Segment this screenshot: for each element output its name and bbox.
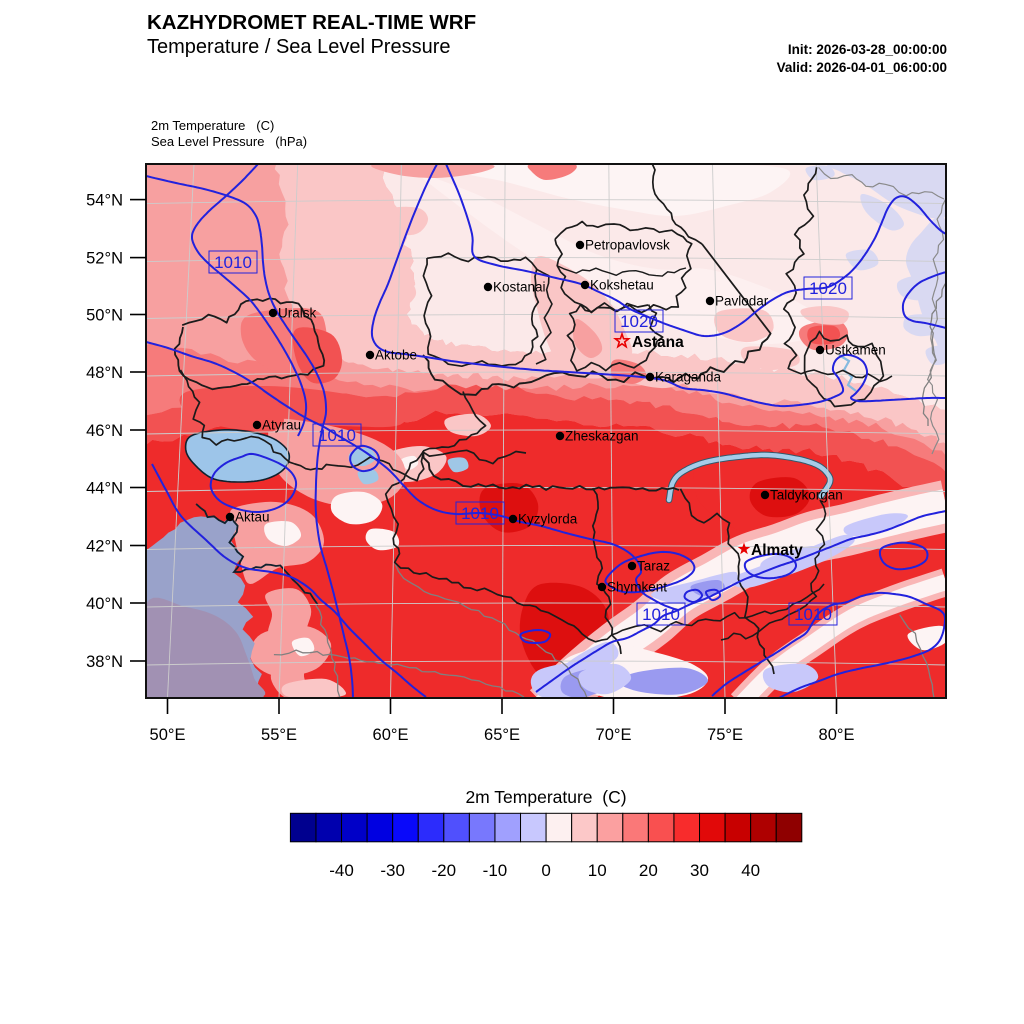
svg-text:1010: 1010 [461,504,499,523]
svg-text:20: 20 [639,861,658,880]
svg-text:54°N: 54°N [86,192,123,210]
svg-text:30: 30 [690,861,709,880]
svg-text:1020: 1020 [809,279,847,298]
svg-text:Uralsk: Uralsk [278,306,317,321]
svg-text:1020: 1020 [620,312,658,331]
svg-text:38°N: 38°N [86,653,123,671]
svg-text:Sea Level Pressure (hPa): Sea Level Pressure (hPa) [151,134,307,149]
svg-text:2m Temperature (C): 2m Temperature (C) [151,118,274,133]
svg-text:55°E: 55°E [261,726,297,744]
svg-text:Aktobe: Aktobe [375,348,417,363]
svg-text:-30: -30 [380,861,405,880]
svg-text:Pavlodar: Pavlodar [715,294,769,309]
svg-text:Kyzylorda: Kyzylorda [518,512,578,527]
svg-text:Taraz: Taraz [637,559,670,574]
svg-text:Kokshetau: Kokshetau [590,278,654,293]
svg-text:Ustkamen: Ustkamen [825,343,886,358]
svg-text:Taldykorgan: Taldykorgan [770,488,843,503]
svg-text:10: 10 [588,861,607,880]
svg-text:Init: 2026-03-28_00:00:00: Init: 2026-03-28_00:00:00 [788,42,947,57]
svg-text:Zheskazgan: Zheskazgan [565,429,639,444]
svg-text:48°N: 48°N [86,364,123,382]
svg-text:Almaty: Almaty [751,542,803,559]
svg-text:Karaganda: Karaganda [655,370,722,385]
svg-text:Temperature / Sea Level Pressu: Temperature / Sea Level Pressure [147,36,451,58]
svg-text:1010: 1010 [214,253,252,272]
svg-text:42°N: 42°N [86,538,123,556]
svg-text:60°E: 60°E [373,726,409,744]
svg-text:65°E: 65°E [484,726,520,744]
svg-text:Petropavlovsk: Petropavlovsk [585,238,670,253]
svg-text:Astana: Astana [632,334,684,351]
svg-text:Valid: 2026-04-01_06:00:00: Valid: 2026-04-01_06:00:00 [777,60,947,75]
svg-text:Shymkent: Shymkent [607,580,667,595]
svg-text:1010: 1010 [642,605,680,624]
svg-text:-40: -40 [329,861,354,880]
svg-text:KAZHYDROMET REAL-TIME WRF: KAZHYDROMET REAL-TIME WRF [147,11,476,34]
svg-text:50°E: 50°E [150,726,186,744]
svg-text:2m Temperature (C): 2m Temperature (C) [465,787,626,807]
svg-text:46°N: 46°N [86,422,123,440]
svg-text:1010: 1010 [318,426,356,445]
svg-text:50°N: 50°N [86,307,123,325]
svg-text:-20: -20 [432,861,457,880]
svg-text:0: 0 [541,861,550,880]
svg-text:80°E: 80°E [819,726,855,744]
svg-text:75°E: 75°E [707,726,743,744]
svg-text:Aktau: Aktau [235,510,270,525]
svg-text:-10: -10 [483,861,508,880]
svg-text:70°E: 70°E [596,726,632,744]
svg-text:40°N: 40°N [86,595,123,613]
svg-text:52°N: 52°N [86,250,123,268]
svg-text:Kostanai: Kostanai [493,280,546,295]
svg-text:44°N: 44°N [86,480,123,498]
svg-text:1010: 1010 [794,605,832,624]
svg-text:40: 40 [741,861,760,880]
svg-text:Atyrau: Atyrau [262,418,301,433]
